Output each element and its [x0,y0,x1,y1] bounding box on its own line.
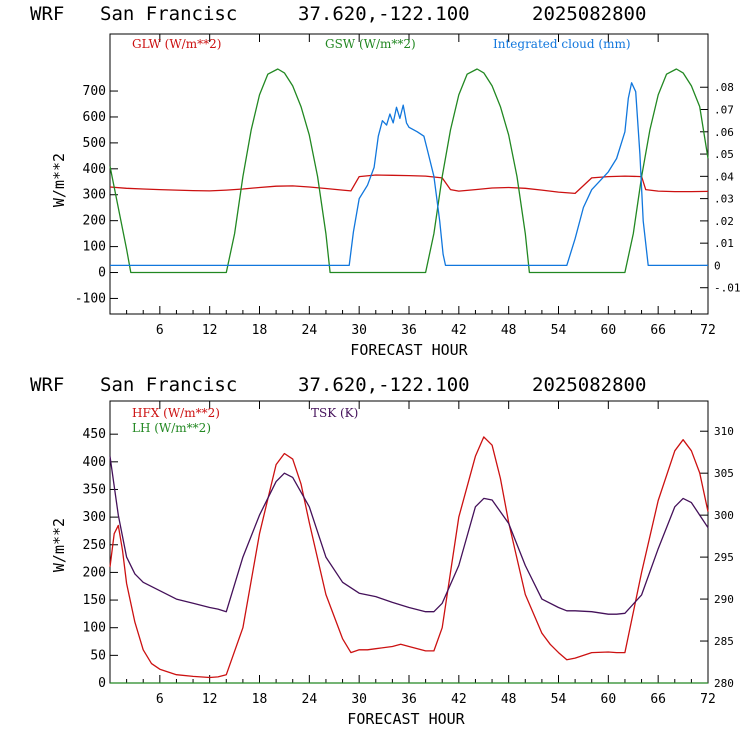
chart2-x-tick-label: 54 [551,692,567,707]
chart2-x-tick-label: 36 [401,692,417,707]
chart1-y2-tick-label: .08 [714,81,734,94]
chart1-header-coords: 37.620,-122.100 [298,3,470,25]
chart1-y-axis-label: W/m**2 [50,153,68,207]
chart2-x-tick-label: 24 [302,692,318,707]
chart1-series-line-2 [110,82,708,267]
chart2-x-tick-label: 48 [501,692,517,707]
chart2-y2-tick-label: 305 [714,467,734,480]
chart1-header-station: San Francisc [100,3,237,25]
chart1-x-tick-label: 30 [351,323,367,338]
chart1-x-tick-label: 36 [401,323,417,338]
chart2-y-tick-label: 50 [90,648,106,663]
chart2-x-tick-label: 12 [202,692,218,707]
chart2-y2-tick-label: 285 [714,635,734,648]
chart2-series-line-0 [109,436,709,679]
chart1-x-tick-label: 66 [650,323,666,338]
chart1-series-line-1 [109,68,709,274]
chart1-x-tick-label: 48 [501,323,517,338]
chart2-x-tick-label: 6 [156,692,164,707]
chart1-y2-tick-label: 0 [714,259,721,272]
chart2-y2-tick-label: 280 [714,677,734,690]
chart2-y-tick-label: 450 [83,427,106,442]
chart1-y2-tick-label: .01 [714,237,734,250]
chart1-y-tick-label: 700 [83,84,106,99]
chart2-y-tick-label: 300 [83,510,106,525]
chart2-y2-tick-label: 310 [714,425,734,438]
chart1-header-model: WRF [30,3,64,25]
chart1-y2-tick-label: .03 [714,193,734,206]
chart1-x-axis: 6 12 18 24 30 36 42 48 54 60 66 72 [126,34,716,338]
chart2-x-tick-label: 30 [351,692,367,707]
chart1-y2-tick-label: -.01 [714,282,740,295]
chart2-header-station: San Francisc [100,374,237,396]
chart1-x-axis-label: FORECAST HOUR [350,341,468,359]
chart2-y2-axis: 280 285 290 295 300 305 310 [700,425,734,690]
chart1-y-tick-label: 500 [83,136,106,151]
chart1-header-date: 2025082800 [532,3,646,25]
chart1-y-tick-label: 100 [83,240,106,255]
chart2-legend-tsk: TSK (K) [311,406,358,420]
chart2-x-tick-label: 72 [700,692,716,707]
chart1-y-axis: -100 0 100 200 300 400 500 600 700 [75,84,118,306]
chart1-legend-gsw: GSW (W/m**2) [325,37,416,51]
chart2-plot-frame [109,400,709,684]
chart1-x-tick-label: 6 [156,323,164,338]
chart2-legend-hfx: HFX (W/m**2) [132,406,220,420]
chart1-x-tick-label: 12 [202,323,218,338]
chart1-x-tick-label: 18 [252,323,268,338]
chart2-legend-lh: LH (W/m**2) [132,421,211,435]
chart1-y2-tick-label: .04 [714,170,734,183]
chart2-y-axis-label: W/m**2 [50,518,68,572]
chart2-header-coords: 37.620,-122.100 [298,374,470,396]
chart1-y2-tick-label: .07 [714,104,734,117]
chart2-y-tick-label: 200 [83,565,106,580]
chart1-y2-tick-label: .02 [714,215,734,228]
chart2-x-tick-label: 66 [650,692,666,707]
chart2-x-tick-label: 18 [252,692,268,707]
chart2-x-axis: 6 12 18 24 30 36 42 48 54 60 66 72 [126,401,716,707]
chart2-y-tick-label: 100 [83,621,106,636]
chart1-y-tick-label: 0 [98,266,106,281]
chart1-series-layer [109,68,709,274]
chart1-x-tick-label: 54 [551,323,567,338]
chart2-y-tick-label: 400 [83,455,106,470]
chart1-x-tick-label: 24 [302,323,318,338]
chart2-header-model: WRF [30,374,64,396]
chart1-y2-tick-label: .05 [714,148,734,161]
chart1-y-tick-label: 200 [83,214,106,229]
chart1-y-tick-label: 600 [83,110,106,125]
chart1-y2-tick-label: .06 [714,126,734,139]
chart1-y2-axis: -.01 0 .01 .02 .03 .04 .05 .06 .07 .08 [700,81,740,295]
chart2-y2-tick-label: 295 [714,551,734,564]
chart2-y2-tick-label: 300 [714,509,734,522]
chart2-x-tick-label: 60 [601,692,617,707]
chart2-y-tick-label: 250 [83,538,106,553]
chart2-x-tick-label: 42 [451,692,467,707]
chart2-y-axis: 0 50 100 150 200 250 300 350 400 450 [83,427,118,691]
chart2-y-tick-label: 350 [83,482,106,497]
chart2-series-layer [109,436,709,684]
chart1-x-tick-label: 72 [700,323,716,338]
chart2-series-line-2 [109,456,709,615]
chart1-y-tick-label: -100 [75,291,106,306]
chart1-legend-cloud: Integrated cloud (mm) [493,37,631,51]
chart1-y-tick-label: 300 [83,188,106,203]
chart1-x-tick-label: 60 [601,323,617,338]
chart1-y-tick-label: 400 [83,162,106,177]
chart1-legend-glw: GLW (W/m**2) [132,37,221,51]
chart2-y2-tick-label: 290 [714,593,734,606]
chart1-series-line-0 [109,174,709,195]
chart2-header-date: 2025082800 [532,374,646,396]
chart1-x-tick-label: 42 [451,323,467,338]
chart2-x-axis-label: FORECAST HOUR [347,710,465,728]
chart2-y-tick-label: 150 [83,593,106,608]
chart2-y-tick-label: 0 [98,676,106,691]
